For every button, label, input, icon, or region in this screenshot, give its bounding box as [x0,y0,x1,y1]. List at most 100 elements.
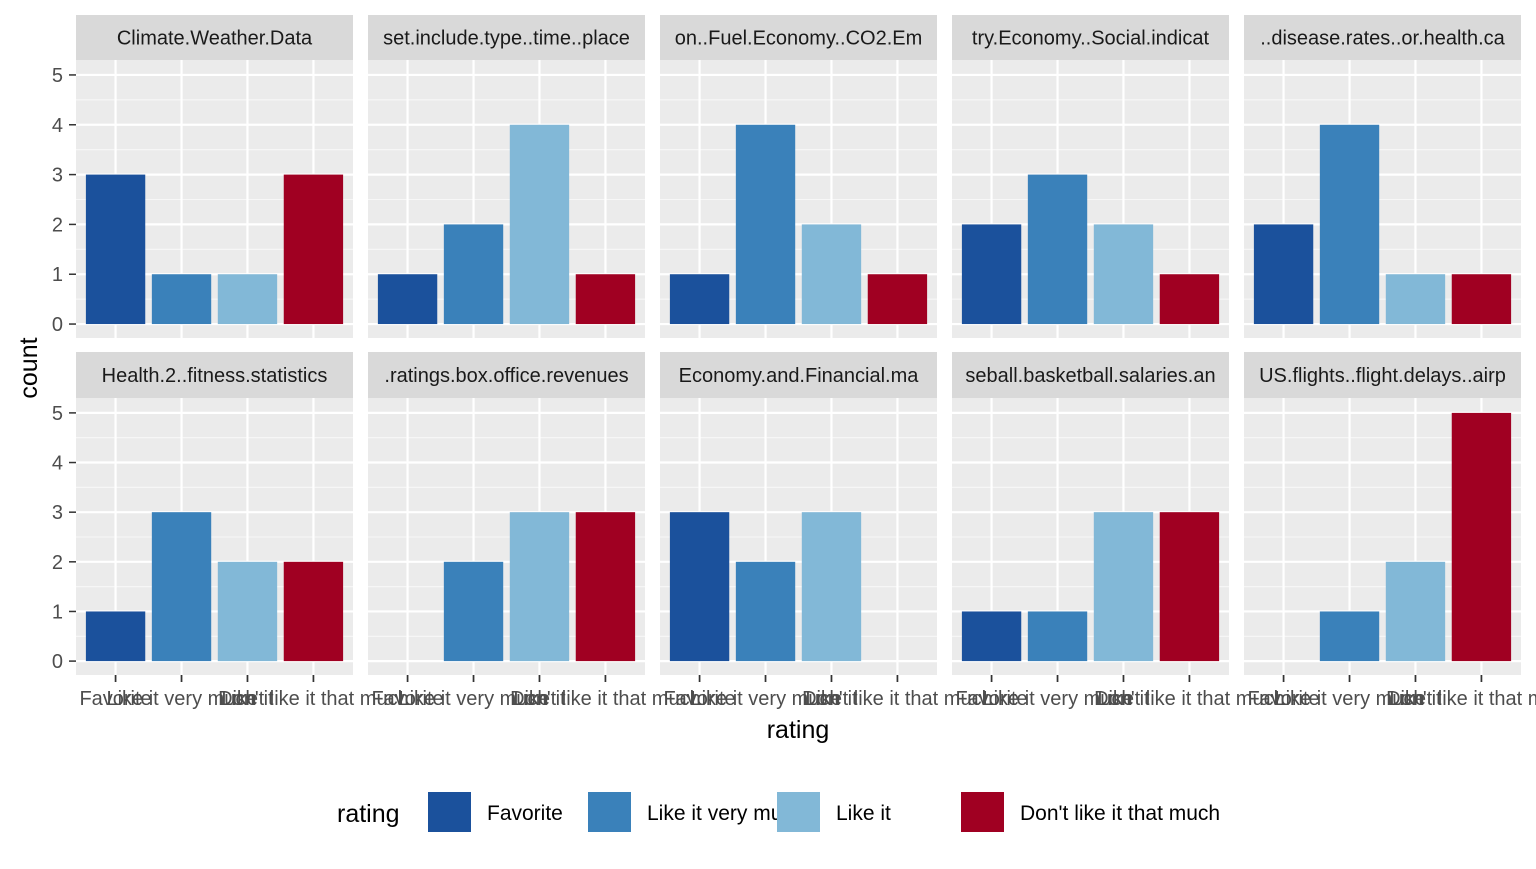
bar-like-it-very-much [735,124,796,325]
bar-like-it [801,224,862,325]
facet-label: .ratings.box.office.revenues [384,365,628,387]
x-tick-label: Like it very much [690,688,840,710]
x-tick-label: Don't like it that much [1386,688,1536,710]
facet-strip [660,15,937,60]
facet-label: Economy.and.Financial.ma [679,365,920,387]
legend-entry-label: Like it [836,802,891,825]
x-tick-label: Like it [221,688,274,710]
bar-favorite [961,611,1022,662]
x-tick-label: Favorite [1247,688,1319,710]
x-tick-label: Like it [1389,688,1442,710]
facet-panel: ..disease.rates..or.health.ca [1244,15,1521,682]
legend-key [961,792,1004,832]
legend: rating Favorite Like it very much Like it Do… [337,792,1220,832]
bar-like-it [509,124,570,325]
x-tick-label: Like it very much [1274,688,1424,710]
x-tick-label: Favorite [371,688,443,710]
facet-panel: Climate.Weather.Data [76,15,353,682]
x-tick-label: Like it [805,688,858,710]
bar-like-it [217,274,278,325]
y-tick-label: 0 [52,651,63,673]
y-tick-label: 5 [52,403,63,425]
legend-title: rating [337,800,400,828]
x-tick-label: Like it very much [398,688,548,710]
bar-like-it-very-much [151,274,212,325]
facet-label: Health.2..fitness.statistics [102,365,328,387]
bar-don-t-like-it-that-much [575,512,636,662]
x-tick-label: Favorite [955,688,1027,710]
y-tick-label: 2 [52,214,63,236]
y-tick-label: 1 [52,264,63,286]
y-tick-label: 0 [52,314,63,336]
y-tick-label: 3 [52,502,63,524]
x-tick-label: Don't like it that much [802,688,993,710]
facet-strip [368,352,645,398]
bar-favorite [85,611,146,662]
bar-like-it-very-much [151,512,212,662]
facet-panel: seball.basketball.salaries.anFavoriteLik… [952,352,1285,710]
facet-panel: set.include.type..time..place [368,15,645,682]
bar-like-it [1093,512,1154,662]
facet-strip [1244,15,1521,60]
y-tick-label: 2 [52,552,63,574]
bar-like-it-very-much [1319,124,1380,325]
x-tick-label: Like it very much [106,688,256,710]
bar-don-t-like-it-that-much [1451,274,1512,325]
bar-favorite [1253,224,1314,325]
legend-key [428,792,471,832]
y-tick-label: 5 [52,65,63,87]
facet-strip [368,15,645,60]
facet-panel: .ratings.box.office.revenuesFavoriteLike… [368,352,701,710]
facet-strip [76,15,353,60]
bar-like-it [1385,274,1446,325]
facet-label: ..disease.rates..or.health.ca [1260,28,1505,50]
bar-like-it-very-much [1319,611,1380,662]
legend-entry-label: Like it very much [647,802,805,825]
facet-label: set.include.type..time..place [383,28,630,50]
facet-strip [76,352,353,398]
facet-panel: on..Fuel.Economy..CO2.Em [660,15,937,682]
bar-like-it-very-much [735,561,796,662]
x-axis-title: rating [767,716,830,744]
bar-like-it [1093,224,1154,325]
bar-like-it-very-much [1027,611,1088,662]
facet-strip [952,352,1229,398]
bar-don-t-like-it-that-much [283,561,344,662]
bar-don-t-like-it-that-much [1159,512,1220,662]
y-tick-label: 4 [52,453,63,475]
bar-like-it-very-much [1027,174,1088,325]
legend-key [777,792,820,832]
x-tick-label: Favorite [79,688,151,710]
bar-like-it-very-much [443,224,504,325]
bar-don-t-like-it-that-much [283,174,344,325]
bar-like-it [1385,561,1446,662]
bar-favorite [85,174,146,325]
legend-entry-label: Don't like it that much [1020,802,1220,825]
bar-favorite [377,274,438,325]
bar-favorite [961,224,1022,325]
bar-don-t-like-it-that-much [575,274,636,325]
x-tick-label: Like it very much [982,688,1132,710]
x-tick-label: Like it [1097,688,1150,710]
bar-don-t-like-it-that-much [1451,412,1512,662]
bar-don-t-like-it-that-much [867,274,928,325]
facet-label: US.flights..flight.delays..airp [1259,365,1506,387]
bar-favorite [669,274,730,325]
facet-strip [660,352,937,398]
bar-favorite [669,512,730,662]
facet-strip [952,15,1229,60]
x-tick-label: Favorite [663,688,735,710]
facet-label: seball.basketball.salaries.an [965,365,1215,387]
legend-key [588,792,631,832]
x-tick-label: Don't like it that much [1094,688,1285,710]
y-axis-title: count [15,337,43,398]
x-tick-label: Don't like it that much [510,688,701,710]
bar-like-it [509,512,570,662]
bar-don-t-like-it-that-much [1159,274,1220,325]
facet-panel: try.Economy..Social.indicat [952,15,1229,682]
facet-panel: US.flights..flight.delays..airpFavoriteL… [1244,352,1536,710]
x-tick-label: Like it [513,688,566,710]
